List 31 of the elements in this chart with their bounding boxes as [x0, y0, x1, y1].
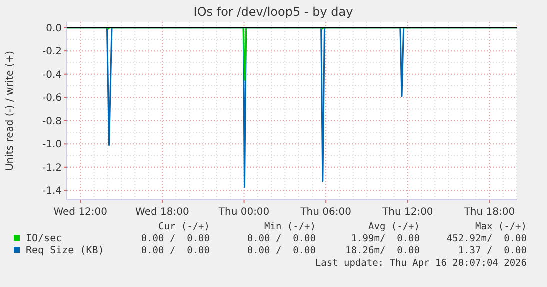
text: Last update: Thu Apr 16 20:07:04 2026 [315, 258, 528, 269]
legend-label: Req Size (KB) [26, 246, 104, 256]
y-tick-label: -0.8 [42, 116, 62, 128]
text: Min (-/+) [264, 222, 316, 232]
y-tick-label: -0.4 [42, 70, 62, 81]
text: 452.92m/ 0.00 [446, 234, 528, 244]
legend-label: IO/sec [26, 234, 62, 244]
text: 1.37 / 0.00 [458, 246, 528, 256]
chart-title: IOs for /dev/loop5 - by day [194, 5, 354, 19]
text: Avg (-/+) [368, 222, 420, 232]
x-tick-label: Wed 12:00 [54, 207, 108, 218]
text: 0.00 / 0.00 [247, 246, 316, 256]
x-tick-label: Wed 18:00 [136, 207, 190, 218]
y-tick-label: 0.0 [46, 23, 62, 34]
y-tick-label: -0.6 [42, 93, 62, 104]
text: 0.00 / 0.00 [141, 246, 210, 256]
text: 0.00 / 0.00 [247, 234, 316, 244]
text: 1.99m/ 0.00 [351, 234, 420, 244]
text: Max (-/+) [476, 222, 527, 232]
text: Cur (-/+) [158, 222, 210, 232]
y-tick-label: -1.0 [42, 140, 62, 151]
text: 0.00 / 0.00 [141, 234, 210, 244]
x-tick-label: Thu 18:00 [463, 207, 516, 218]
x-tick-label: Thu 00:00 [218, 207, 270, 218]
y-tick-label: -0.2 [42, 46, 62, 58]
y-tick-label: -1.4 [42, 186, 62, 198]
x-tick-label: Thu 12:00 [382, 207, 434, 218]
y-tick-label: -1.2 [42, 162, 62, 174]
y-axis-title: Units read (-) / write (+) [5, 50, 16, 172]
text: 18.26m/ 0.00 [346, 246, 420, 256]
x-tick-label: Thu 06:00 [300, 207, 352, 218]
